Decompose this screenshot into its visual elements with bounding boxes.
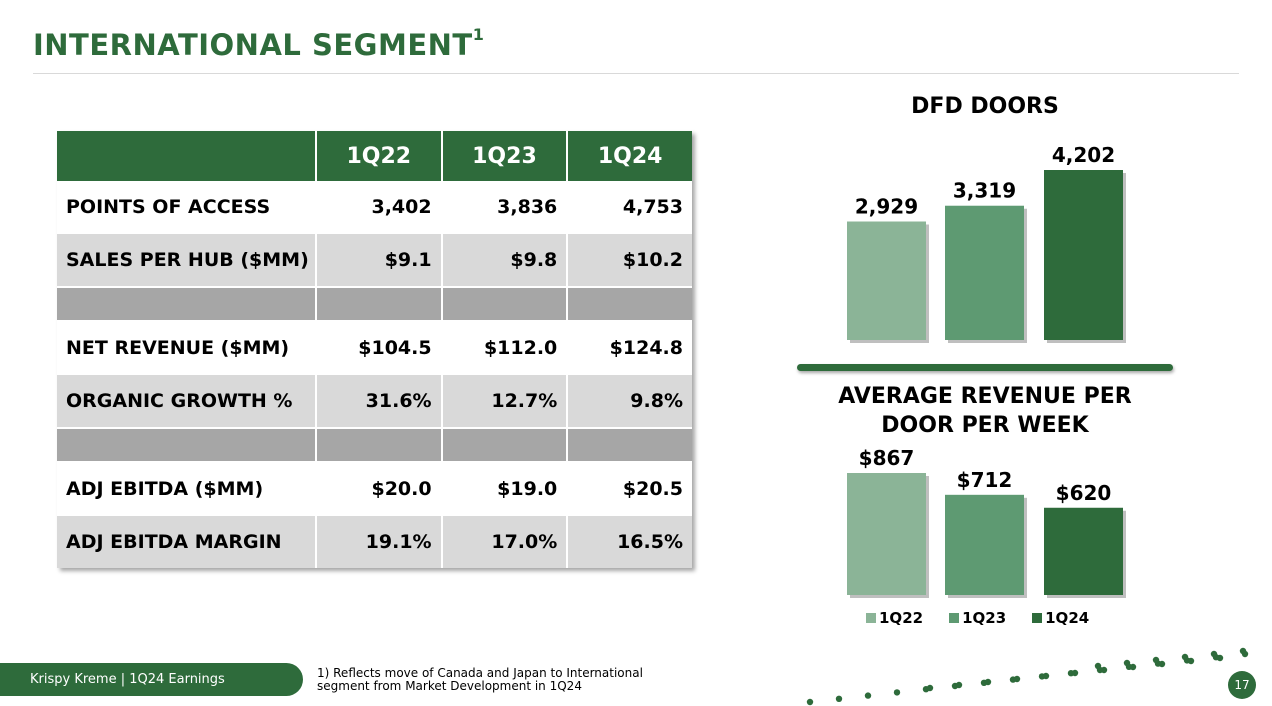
- decorative-dot: [806, 698, 814, 706]
- decorative-dot: [1152, 656, 1160, 664]
- row-value: $9.1: [315, 233, 443, 287]
- decorative-dot: [1123, 659, 1131, 667]
- bar-data-label: 4,202: [1052, 143, 1115, 167]
- table-header-cell: 1Q23: [441, 131, 569, 181]
- row-value: 12.7%: [441, 374, 569, 428]
- table-row: POINTS OF ACCESS 3,402 3,836 4,753: [57, 181, 692, 234]
- decorative-dot: [984, 678, 992, 686]
- decorative-dot: [926, 684, 934, 692]
- row-label: ADJ EBITDA MARGIN: [57, 515, 317, 568]
- footer-brand-text: Krispy Kreme | 1Q24 Earnings: [30, 672, 225, 687]
- avg-revenue-chart: $867 $712 $620: [847, 446, 1126, 598]
- bar-data-label: $712: [957, 468, 1013, 492]
- table-row: NET REVENUE ($MM) $104.5 $112.0 $124.8: [57, 321, 692, 375]
- table-row: ORGANIC GROWTH % 31.6% 12.7% 9.8%: [57, 374, 692, 428]
- bar-1q22: [847, 221, 926, 340]
- row-value: 3,836: [441, 181, 569, 234]
- legend-swatch: [1032, 613, 1043, 623]
- legend-swatch: [949, 613, 960, 623]
- bar-1q23: [945, 205, 1024, 340]
- row-label: POINTS OF ACCESS: [57, 181, 317, 234]
- decorative-dot: [1071, 669, 1079, 677]
- decorative-dot: [1013, 675, 1021, 683]
- decorative-dot: [1216, 654, 1224, 662]
- table-header-row: 1Q22 1Q23 1Q24: [57, 131, 692, 181]
- decorative-dot: [1210, 650, 1218, 658]
- bar-data-label: $620: [1056, 481, 1112, 505]
- row-value: 19.1%: [315, 515, 443, 568]
- table-row: SALES PER HUB ($MM) $9.1 $9.8 $10.2: [57, 233, 692, 287]
- decorative-dot: [1239, 647, 1247, 655]
- decorative-dot: [1094, 662, 1102, 670]
- row-value: $112.0: [441, 321, 569, 375]
- row-value: $104.5: [315, 321, 443, 375]
- decorative-dot: [1100, 666, 1108, 674]
- row-value: $10.2: [567, 233, 692, 287]
- title-footnote-marker: 1: [472, 25, 485, 45]
- chart-legend: 1Q22 1Q23 1Q24: [866, 609, 1089, 627]
- row-value: 31.6%: [315, 374, 443, 428]
- table-row: ADJ EBITDA MARGIN 19.1% 17.0% 16.5%: [57, 515, 692, 568]
- row-value: 16.5%: [567, 515, 692, 568]
- table-row: ADJ EBITDA ($MM) $20.0 $19.0 $20.5: [57, 462, 692, 516]
- table-header-cell: 1Q22: [315, 131, 443, 181]
- decorative-dot: [1042, 672, 1050, 680]
- decorative-dot: [955, 681, 963, 689]
- bar-data-label: 2,929: [855, 195, 918, 219]
- bar-data-label: $867: [859, 446, 915, 470]
- row-value: 9.8%: [567, 374, 692, 428]
- row-value: 17.0%: [441, 515, 569, 568]
- avg-revenue-chart-title: AVERAGE REVENUE PER DOOR PER WEEK: [838, 384, 1132, 438]
- decorative-dot: [835, 695, 843, 702]
- decorative-dot: [1129, 663, 1137, 671]
- dfd-doors-chart: 2,929 3,319 4,202: [847, 143, 1126, 343]
- title-divider: [33, 73, 1239, 74]
- decorative-dot: [1187, 657, 1195, 665]
- bar-1q22: [847, 473, 926, 595]
- row-label: ORGANIC GROWTH %: [57, 374, 317, 428]
- row-value: $20.0: [315, 462, 443, 516]
- row-value: 4,753: [567, 181, 692, 234]
- table-header-blank: [57, 131, 317, 181]
- row-label: ADJ EBITDA ($MM): [57, 462, 317, 516]
- bar-1q24: [1044, 170, 1123, 340]
- table-header-cell: 1Q24: [567, 131, 692, 181]
- page-number: 17: [1228, 671, 1256, 699]
- table-spacer-row: [57, 427, 692, 463]
- bar-1q24: [1044, 507, 1123, 595]
- metrics-table: 1Q22 1Q23 1Q24 POINTS OF ACCESS 3,402 3,…: [57, 131, 692, 568]
- charts-divider: [797, 364, 1173, 371]
- row-value: $20.5: [567, 462, 692, 516]
- decorative-dot: [1158, 660, 1166, 668]
- legend-label: 1Q23: [962, 609, 1007, 627]
- page-title-text: INTERNATIONAL SEGMENT: [33, 28, 473, 62]
- decorative-dot: [893, 689, 901, 696]
- row-value: $124.8: [567, 321, 692, 375]
- bar-1q23: [945, 494, 1024, 595]
- row-value: 3,402: [315, 181, 443, 234]
- decorative-dot: [864, 692, 872, 699]
- table-spacer-row: [57, 286, 692, 322]
- legend-item: 1Q22: [866, 609, 923, 627]
- legend-label: 1Q24: [1045, 609, 1090, 627]
- legend-item: 1Q24: [1032, 609, 1089, 627]
- legend-swatch: [866, 613, 876, 623]
- decorative-dot: [1181, 653, 1189, 661]
- row-value: $19.0: [441, 462, 569, 516]
- legend-item: 1Q23: [949, 609, 1006, 627]
- footer-brand-bar: Krispy Kreme | 1Q24 Earnings: [0, 663, 303, 696]
- bar-data-label: 3,319: [953, 179, 1016, 203]
- row-label: NET REVENUE ($MM): [57, 321, 317, 375]
- dfd-doors-chart-title: DFD DOORS: [911, 94, 1059, 119]
- row-value: $9.8: [441, 233, 569, 287]
- page-title: INTERNATIONAL SEGMENT1: [33, 25, 485, 62]
- row-label: SALES PER HUB ($MM): [57, 233, 317, 287]
- footnote: 1) Reflects move of Canada and Japan to …: [317, 666, 643, 693]
- legend-label: 1Q22: [879, 609, 924, 627]
